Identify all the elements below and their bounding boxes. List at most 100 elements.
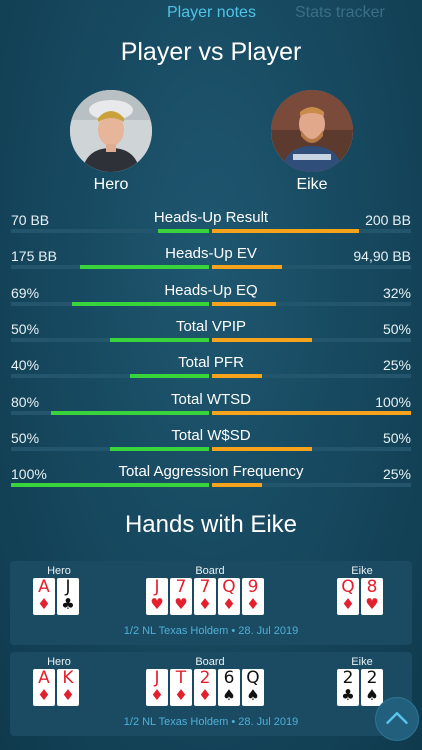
playing-card: 2 ♣ (337, 669, 359, 706)
eike-stat-value: 50% (382, 321, 411, 337)
playing-card: 2 ♠ (361, 669, 383, 706)
card-rank: J (154, 577, 160, 597)
stat-row: 70 BB Heads-Up Result 200 BB (0, 209, 422, 235)
hero-stat-value: 100% (11, 466, 47, 482)
playing-card: 8 ♥ (361, 578, 383, 615)
card-rank: 8 (366, 577, 378, 597)
playing-card: 2 ♦ (194, 669, 216, 706)
card-suit: ♥ (174, 595, 188, 613)
eike-name: Eike (296, 176, 328, 193)
hero-stat-bar (130, 374, 209, 378)
card-suit: ♦ (222, 595, 236, 613)
eike-stat-value: 32% (382, 285, 411, 301)
eike-avatar[interactable] (271, 90, 353, 172)
card-rank: Q (341, 577, 355, 597)
eike-stat-bar (212, 374, 262, 378)
card-suit: ♦ (246, 595, 260, 613)
hero-stat-bar (11, 483, 209, 487)
card-suit: ♦ (61, 686, 75, 704)
eike-stat-bar (212, 338, 312, 342)
tab-player-notes[interactable]: Player notes (167, 4, 256, 21)
hero-stat-bar (80, 265, 209, 269)
card-suit: ♦ (150, 686, 164, 704)
card-suit: ♥ (365, 595, 379, 613)
hero-avatar[interactable] (70, 90, 152, 172)
card-suit: ♦ (174, 686, 188, 704)
board-label: Board (195, 565, 225, 577)
scroll-top-button[interactable] (375, 697, 419, 741)
hero-hole-cards: A ♦ K ♦ (33, 669, 79, 706)
playing-card: 7 ♦ (194, 578, 216, 615)
eike-bar-track (212, 483, 411, 487)
eike-label: Eike (351, 565, 373, 577)
hero-stat-value: 175 BB (11, 248, 57, 264)
playing-card: 7 ♥ (170, 578, 192, 615)
playing-card: J ♣ (57, 578, 79, 615)
stat-label: Total W$SD (171, 427, 251, 444)
tab-bar: Player notes Stats tracker (0, 0, 422, 28)
card-suit: ♠ (222, 686, 236, 704)
eike-stat-bar (212, 411, 411, 415)
stat-row: 175 BB Heads-Up EV 94,90 BB (0, 245, 422, 271)
board-label: Board (195, 656, 225, 668)
hero-stat-value: 50% (11, 321, 40, 337)
card-rank: 7 (199, 577, 211, 597)
playing-card: T ♦ (170, 669, 192, 706)
card-suit: ♦ (37, 686, 51, 704)
card-rank: 2 (366, 668, 378, 688)
hand-meta: 1/2 NL Texas Holdem • 28. Jul 2019 (123, 625, 299, 637)
card-suit: ♦ (198, 686, 212, 704)
eike-stat-value: 25% (382, 466, 411, 482)
card-suit: ♦ (341, 595, 355, 613)
tab-stats-tracker[interactable]: Stats tracker (295, 4, 385, 21)
board-cards: J ♦ T ♦ 2 ♦ 6 ♠ Q ♠ (146, 669, 264, 706)
card-rank: 9 (247, 577, 259, 597)
card-suit: ♣ (61, 595, 75, 613)
board-cards: J ♥ 7 ♥ 7 ♦ Q ♦ 9 ♦ (146, 578, 264, 615)
playing-card: Q ♦ (337, 578, 359, 615)
eike-stat-value: 25% (382, 357, 411, 373)
card-rank: A (38, 577, 50, 597)
card-rank: 2 (342, 668, 354, 688)
playing-card: Q ♠ (242, 669, 264, 706)
eike-hole-cards: 2 ♣ 2 ♠ (337, 669, 383, 706)
playing-card: K ♦ (57, 669, 79, 706)
hero-label: Hero (47, 656, 71, 668)
page-title: Player vs Player (120, 38, 302, 66)
playing-card: 6 ♠ (218, 669, 240, 706)
card-rank: Q (222, 577, 236, 597)
hero-photo (70, 90, 152, 172)
playing-card: A ♦ (33, 578, 55, 615)
hero-stat-value: 69% (11, 285, 40, 301)
hero-stat-bar (51, 411, 209, 415)
eike-hole-cards: Q ♦ 8 ♥ (337, 578, 383, 615)
hand-item[interactable]: Hero Board Eike A ♦ K ♦ J ♦ T ♦ 2 ♦ 6 ♠ Q ♠ 2 ♣ 2 ♠ 1/2 NL Te… (10, 652, 412, 736)
hero-bar-track (11, 229, 209, 233)
stat-label: Total PFR (178, 354, 244, 371)
card-rank: J (154, 668, 160, 688)
stat-label: Heads-Up EV (165, 245, 257, 262)
hero-name: Hero (93, 176, 129, 193)
eike-stat-value: 50% (382, 430, 411, 446)
stat-row: 100% Total Aggression Frequency 25% (0, 463, 422, 489)
card-suit: ♠ (246, 686, 260, 704)
playing-card: Q ♦ (218, 578, 240, 615)
hero-label: Hero (47, 565, 71, 577)
card-rank: Q (246, 668, 260, 688)
card-suit: ♣ (341, 686, 355, 704)
eike-stat-value: 200 BB (365, 212, 411, 228)
stat-row: 40% Total PFR 25% (0, 354, 422, 380)
eike-bar-track (212, 302, 411, 306)
card-suit: ♥ (150, 595, 164, 613)
eike-label: Eike (351, 656, 373, 668)
card-rank: 6 (223, 668, 235, 688)
hands-section-title: Hands with Eike (124, 511, 298, 538)
hand-item[interactable]: Hero Board Eike A ♦ J ♣ J ♥ 7 ♥ 7 ♦ Q ♦ 9 ♦ Q ♦ 8 ♥ 1/2 NL Te… (10, 561, 412, 645)
stat-label: Total WTSD (170, 391, 251, 408)
eike-stat-bar (212, 447, 312, 451)
hero-stat-bar (110, 447, 209, 451)
stat-label: Heads-Up EQ (164, 282, 258, 299)
card-suit: ♠ (365, 686, 379, 704)
hero-stat-value: 50% (11, 430, 40, 446)
stat-row: 50% Total W$SD 50% (0, 427, 422, 453)
